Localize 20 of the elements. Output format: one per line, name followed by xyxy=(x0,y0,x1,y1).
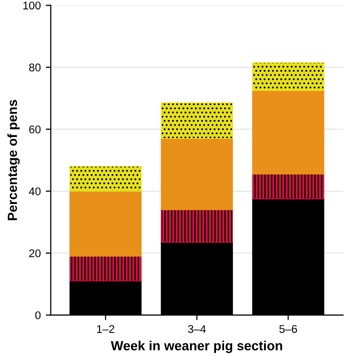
bar xyxy=(70,256,142,282)
y-tick-label: 20 xyxy=(29,249,41,258)
x-axis-title: Week in weaner pig section xyxy=(110,340,282,354)
bar xyxy=(160,138,233,210)
bar xyxy=(160,102,233,139)
y-tick-label: 40 xyxy=(28,187,41,196)
bar xyxy=(70,190,142,257)
bar xyxy=(252,174,324,200)
x-tick-label: 5–6 xyxy=(279,325,297,333)
y-tick-label: 0 xyxy=(35,311,41,320)
y-tick-label: 80 xyxy=(29,64,41,72)
bar xyxy=(70,166,142,192)
bar xyxy=(252,90,324,175)
y-tick-label: 100 xyxy=(23,2,41,10)
x-tick-label: 3–4 xyxy=(188,325,206,333)
y-axis-title: Percentage of pens xyxy=(7,100,20,220)
x-tick-label: 1–2 xyxy=(97,325,114,333)
bar xyxy=(252,62,324,91)
y-tick-label: 60 xyxy=(29,125,41,134)
bar xyxy=(160,209,233,243)
